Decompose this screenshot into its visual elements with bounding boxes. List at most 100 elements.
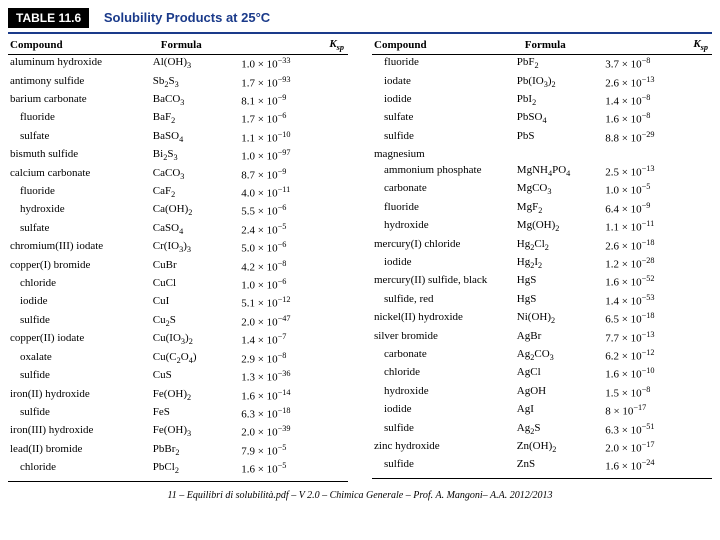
cell-ksp: 2.0 × 10−17: [603, 439, 712, 457]
cell-ksp: 1.4 × 10−7: [239, 331, 348, 349]
cell-formula: PbF2: [515, 55, 603, 74]
cell-compound: mercury(I) chloride: [372, 237, 515, 255]
cell-formula: MgNH4PO4: [515, 163, 603, 181]
cell-compound: calcium carbonate: [8, 166, 151, 184]
footer-text: 11 – Equilibri di solubilità.pdf – V 2.0…: [8, 490, 712, 501]
table-row: aluminum hydroxideAl(OH)31.0 × 10−33: [8, 55, 348, 74]
table-title: Solubility Products at 25°C: [104, 10, 270, 25]
table-row: sulfateCaSO42.4 × 10−5: [8, 221, 348, 239]
header-rule: [8, 32, 712, 34]
cell-ksp: 1.0 × 10−97: [239, 147, 348, 165]
table-row: hydroxideAgOH1.5 × 10−8: [372, 384, 712, 402]
cell-formula: BaSO4: [151, 129, 239, 147]
table-row: calcium carbonateCaCO38.7 × 10−9: [8, 166, 348, 184]
table-row: chlorideAgCl1.6 × 10−10: [372, 365, 712, 383]
table-row: lead(II) bromidePbBr27.9 × 10−5: [8, 442, 348, 460]
cell-formula: Ni(OH)2: [515, 310, 603, 328]
cell-ksp: 2.6 × 10−18: [603, 237, 712, 255]
table-row: sulfideZnS1.6 × 10−24: [372, 457, 712, 475]
cell-formula: BaCO3: [151, 92, 239, 110]
cell-ksp: 6.4 × 10−9: [603, 200, 712, 218]
cell-compound: fluoride: [372, 55, 515, 74]
cell-formula: Fe(OH)3: [151, 423, 239, 441]
cell-formula: HgS: [515, 292, 603, 310]
table-row: fluorideMgF26.4 × 10−9: [372, 200, 712, 218]
table-row: sulfidePbS8.8 × 10−29: [372, 129, 712, 147]
cell-compound: silver bromide: [372, 329, 515, 347]
cell-ksp: 1.3 × 10−36: [239, 368, 348, 386]
cell-formula: Zn(OH)2: [515, 439, 603, 457]
cell-ksp: 2.9 × 10−8: [239, 350, 348, 368]
cell-compound: carbonate: [372, 181, 515, 199]
cell-ksp: 1.4 × 10−8: [603, 92, 712, 110]
cell-formula: AgI: [515, 402, 603, 420]
cell-formula: CaSO4: [151, 221, 239, 239]
cell-formula: MgCO3: [515, 181, 603, 199]
cell-ksp: 2.6 × 10−13: [603, 74, 712, 92]
cell-ksp: 1.0 × 10−5: [603, 181, 712, 199]
cell-compound: chromium(III) iodate: [8, 239, 151, 257]
cell-compound: ammonium phosphate: [372, 163, 515, 181]
cell-formula: AgOH: [515, 384, 603, 402]
cell-formula: MgF2: [515, 200, 603, 218]
cell-ksp: 2.4 × 10−5: [239, 221, 348, 239]
col-formula: Formula: [515, 36, 603, 55]
cell-formula: Bi2S3: [151, 147, 239, 165]
cell-compound: sulfate: [372, 110, 515, 128]
cell-compound: iodate: [372, 74, 515, 92]
cell-ksp: 1.0 × 10−6: [239, 276, 348, 294]
table-row: copper(II) iodateCu(IO3)21.4 × 10−7: [8, 331, 348, 349]
cell-formula: BaF2: [151, 110, 239, 128]
cell-formula: CuCl: [151, 276, 239, 294]
cell-compound: aluminum hydroxide: [8, 55, 151, 74]
cell-compound: antimony sulfide: [8, 74, 151, 92]
table-row: copper(I) bromideCuBr4.2 × 10−8: [8, 258, 348, 276]
cell-formula: Pb(IO3)2: [515, 74, 603, 92]
table-row: barium carbonateBaCO38.1 × 10−9: [8, 92, 348, 110]
cell-formula: CuI: [151, 294, 239, 312]
cell-compound: mercury(II) sulfide, black: [372, 273, 515, 291]
bottom-rule: [8, 481, 348, 482]
cell-compound: hydroxide: [372, 218, 515, 236]
cell-ksp: 4.0 × 10−11: [239, 184, 348, 202]
table-row: sulfideCuS1.3 × 10−36: [8, 368, 348, 386]
table-row: hydroxideCa(OH)25.5 × 10−6: [8, 202, 348, 220]
table-row: ammonium phosphateMgNH4PO42.5 × 10−13: [372, 163, 712, 181]
table-row: sulfatePbSO41.6 × 10−8: [372, 110, 712, 128]
table-row: nickel(II) hydroxideNi(OH)26.5 × 10−18: [372, 310, 712, 328]
cell-ksp: 6.3 × 10−51: [603, 421, 712, 439]
cell-formula: PbCl2: [151, 460, 239, 478]
cell-ksp: 1.6 × 10−10: [603, 365, 712, 383]
cell-compound: fluoride: [8, 184, 151, 202]
cell-ksp: 2.0 × 10−47: [239, 313, 348, 331]
cell-ksp: 1.1 × 10−11: [603, 218, 712, 236]
cell-formula: Cu(IO3)2: [151, 331, 239, 349]
cell-ksp: [603, 147, 712, 163]
col-ksp: Ksp: [239, 36, 348, 55]
cell-ksp: 8.7 × 10−9: [239, 166, 348, 184]
cell-formula: FeS: [151, 405, 239, 423]
cell-ksp: 7.9 × 10−5: [239, 442, 348, 460]
cell-compound: hydroxide: [8, 202, 151, 220]
table-columns: Compound Formula Ksp aluminum hydroxideA…: [8, 36, 712, 482]
cell-compound: chloride: [8, 276, 151, 294]
table-row: iron(II) hydroxideFe(OH)21.6 × 10−14: [8, 387, 348, 405]
cell-compound: sulfide: [8, 405, 151, 423]
cell-formula: AgBr: [515, 329, 603, 347]
cell-compound: sulfide, red: [372, 292, 515, 310]
left-column: Compound Formula Ksp aluminum hydroxideA…: [8, 36, 348, 482]
cell-ksp: 1.7 × 10−93: [239, 74, 348, 92]
cell-formula: CuS: [151, 368, 239, 386]
cell-formula: Ca(OH)2: [151, 202, 239, 220]
cell-formula: PbI2: [515, 92, 603, 110]
cell-ksp: 2.0 × 10−39: [239, 423, 348, 441]
cell-compound: magnesium: [372, 147, 515, 163]
table-row: carbonateMgCO31.0 × 10−5: [372, 181, 712, 199]
cell-formula: HgS: [515, 273, 603, 291]
cell-ksp: 5.5 × 10−6: [239, 202, 348, 220]
cell-compound: sulfide: [372, 129, 515, 147]
cell-formula: Fe(OH)2: [151, 387, 239, 405]
cell-formula: CaF2: [151, 184, 239, 202]
cell-ksp: 6.5 × 10−18: [603, 310, 712, 328]
table-row: fluorideCaF24.0 × 10−11: [8, 184, 348, 202]
